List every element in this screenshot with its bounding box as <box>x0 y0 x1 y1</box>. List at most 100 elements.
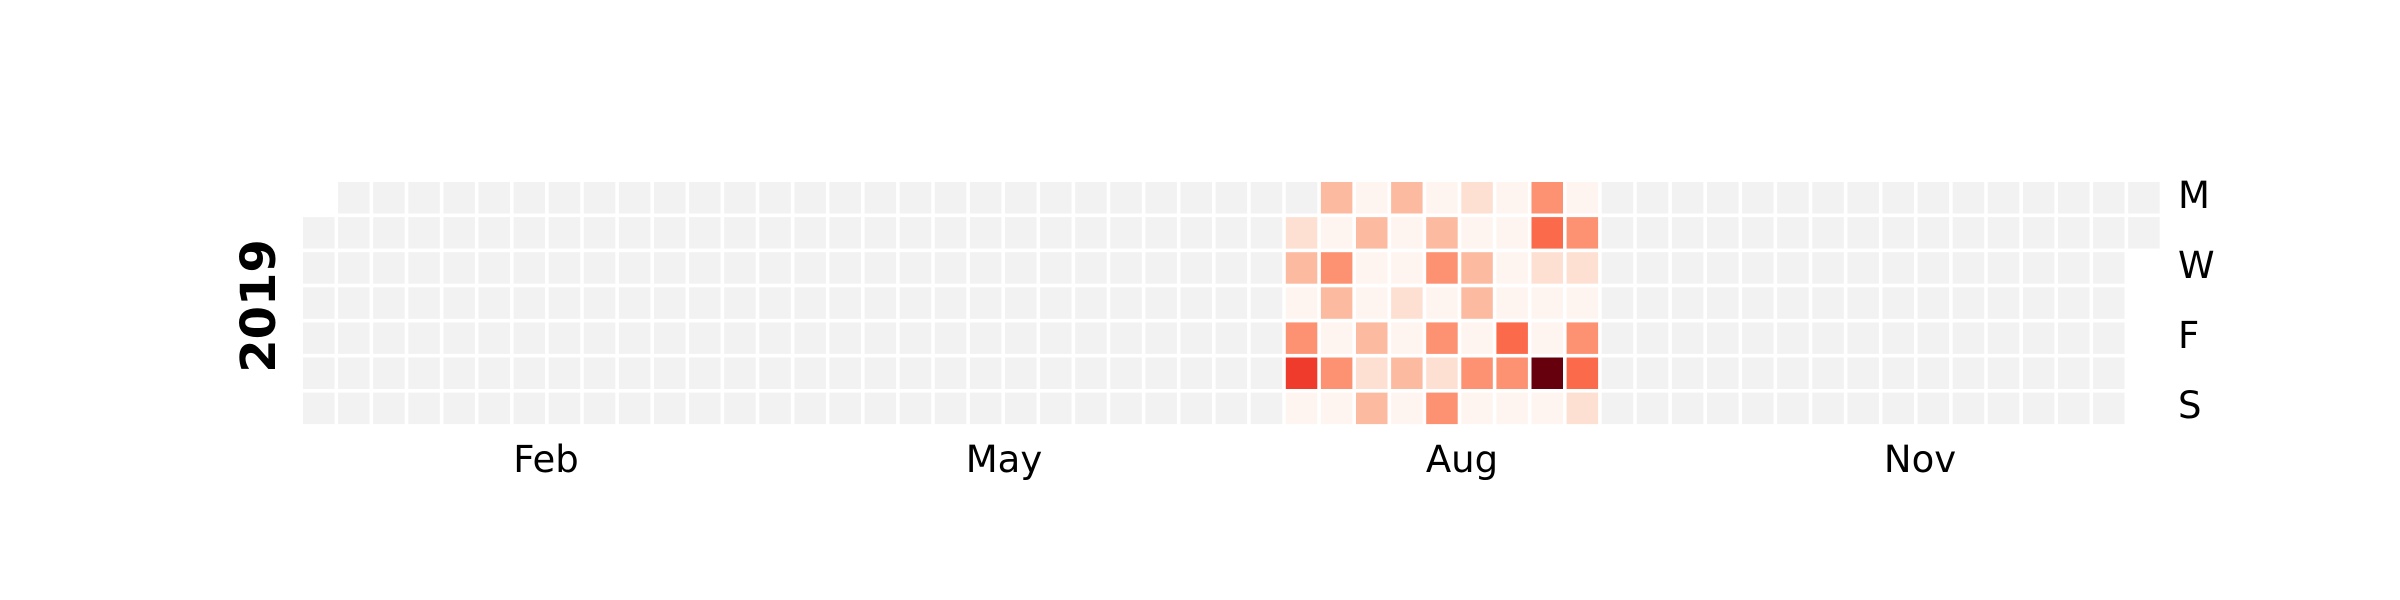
heatmap-cell <box>1320 357 1353 389</box>
heatmap-cell <box>1250 287 1283 319</box>
heatmap-cell <box>1847 252 1879 284</box>
heatmap-cell <box>1566 182 1599 214</box>
heatmap-cell <box>548 357 581 389</box>
heatmap-cell <box>1285 392 1318 425</box>
heatmap-cell <box>513 252 546 284</box>
heatmap-cell <box>1566 287 1599 319</box>
heatmap-cell <box>969 392 1002 425</box>
heatmap-cell <box>478 287 510 319</box>
heatmap-cell <box>1005 217 1037 249</box>
heatmap-cell <box>864 357 897 389</box>
heatmap-cell <box>794 252 826 284</box>
heatmap-cell <box>513 322 546 354</box>
heatmap-cell <box>1075 217 1107 249</box>
heatmap-cell <box>1426 182 1458 214</box>
heatmap-cell <box>1601 322 1634 354</box>
heatmap-cell <box>303 392 335 425</box>
heatmap-cell <box>408 392 440 425</box>
heatmap-cell <box>1952 252 1985 284</box>
heatmap-cell <box>1391 392 1423 425</box>
heatmap-cell <box>478 182 510 214</box>
heatmap-cell <box>2058 182 2090 214</box>
heatmap-cell <box>1145 287 1177 319</box>
heatmap-cell <box>829 392 861 425</box>
heatmap-cell <box>899 182 932 214</box>
heatmap-cell <box>1812 217 1844 249</box>
heatmap-cell <box>1180 357 1212 389</box>
heatmap-cell <box>583 322 616 354</box>
heatmap-cell <box>759 392 791 425</box>
heatmap-cell <box>899 357 932 389</box>
heatmap-cell <box>1145 392 1177 425</box>
heatmap-cell <box>2022 357 2055 389</box>
heatmap-cell <box>1110 182 1142 214</box>
heatmap-cell <box>1005 392 1037 425</box>
heatmap-cell <box>1040 392 1072 425</box>
heatmap-cell <box>1356 287 1388 319</box>
heatmap-cell <box>864 217 897 249</box>
heatmap-cell <box>2093 217 2125 249</box>
heatmap-cell <box>1531 357 1563 389</box>
heatmap-cell <box>2093 322 2125 354</box>
heatmap-cell <box>1882 182 1914 214</box>
month-label-nov: Nov <box>1884 438 1956 481</box>
heatmap-cell <box>1180 182 1212 214</box>
heatmap-cell <box>408 182 440 214</box>
heatmap-cell <box>478 322 510 354</box>
heatmap-cell <box>373 182 405 214</box>
heatmap-cell <box>1707 357 1739 389</box>
heatmap-cell <box>1566 252 1599 284</box>
heatmap-cell <box>1496 322 1528 354</box>
heatmap-cell <box>794 287 826 319</box>
heatmap-cell <box>1250 322 1283 354</box>
heatmap-cell <box>1882 252 1914 284</box>
heatmap-cell <box>513 392 546 425</box>
heatmap-cell <box>1075 322 1107 354</box>
heatmap-cell <box>2022 252 2055 284</box>
heatmap-cell <box>654 322 686 354</box>
heatmap-cell <box>1250 357 1283 389</box>
heatmap-cell <box>513 182 546 214</box>
heatmap-cell <box>338 182 370 214</box>
heatmap-cell <box>408 322 440 354</box>
heatmap-cell <box>1601 217 1634 249</box>
heatmap-cell <box>1145 357 1177 389</box>
heatmap-cell <box>1110 217 1142 249</box>
heatmap-cell <box>1531 217 1563 249</box>
heatmap-cell <box>654 252 686 284</box>
heatmap-cell <box>1215 322 1248 354</box>
heatmap-cell <box>303 357 335 389</box>
heatmap-cell <box>1671 252 1704 284</box>
heatmap-cell <box>1250 217 1283 249</box>
heatmap-cell <box>1812 252 1844 284</box>
heatmap-cell <box>1075 252 1107 284</box>
heatmap-cell <box>1426 357 1458 389</box>
heatmap-cell <box>1742 287 1774 319</box>
heatmap-cell <box>1461 217 1493 249</box>
heatmap-cell <box>443 182 475 214</box>
heatmap-cell <box>1847 287 1879 319</box>
heatmap-cell <box>2058 287 2090 319</box>
heatmap-cell <box>1005 357 1037 389</box>
heatmap-cell <box>303 217 335 249</box>
heatmap-cell <box>338 217 370 249</box>
heatmap-cell <box>1742 217 1774 249</box>
heatmap-cell <box>2093 357 2125 389</box>
heatmap-cell <box>1777 392 1809 425</box>
heatmap-cell <box>1847 392 1879 425</box>
heatmap-cell <box>583 217 616 249</box>
heatmap-cell <box>1285 252 1318 284</box>
heatmap-cell <box>1145 217 1177 249</box>
heatmap-cell <box>408 217 440 249</box>
heatmap-cell <box>548 182 581 214</box>
heatmap-cell <box>934 392 967 425</box>
heatmap-cell <box>1356 392 1388 425</box>
heatmap-cell <box>1777 182 1809 214</box>
heatmap-cell <box>1040 182 1072 214</box>
heatmap-cell <box>864 287 897 319</box>
heatmap-cell <box>1215 217 1248 249</box>
weekday-label-mon: M <box>2178 174 2210 217</box>
heatmap-cell <box>1917 392 1950 425</box>
heatmap-cell <box>934 287 967 319</box>
heatmap-cell <box>1636 287 1669 319</box>
